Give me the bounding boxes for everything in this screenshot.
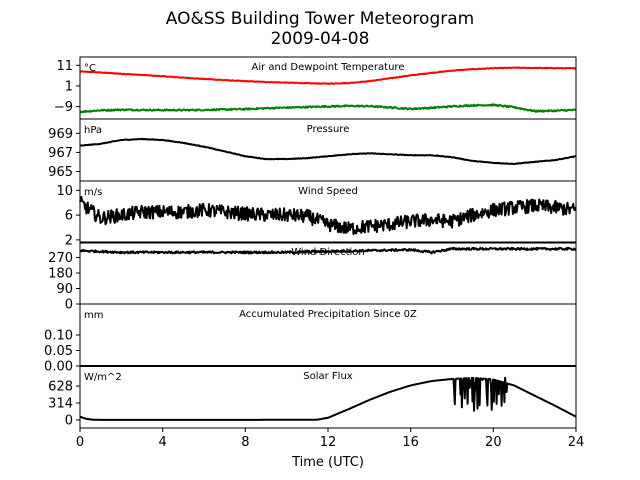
pressure-ytick-label: 969 [48, 127, 73, 142]
wind_dir-ytick-label: 0 [65, 298, 73, 313]
solar-ytick-label: 628 [48, 380, 73, 395]
wind_dir-ytick-label: 90 [56, 282, 73, 297]
precip-panel-title: Accumulated Precipitation Since 0Z [239, 309, 417, 320]
wind_dir-ytick-label: 180 [48, 267, 73, 282]
pressure-panel-title: Pressure [307, 124, 350, 135]
figure-title: AO&SS Building Tower Meteorogram [166, 9, 474, 29]
precip-ytick-label: 0.00 [44, 360, 73, 375]
x-tick-label: 8 [241, 435, 249, 450]
panel-wind_speed: 10 6 2 m/s Wind Speed [56, 180, 577, 248]
x-tick-label: 4 [159, 435, 167, 450]
temp-unit-label: °C [84, 63, 96, 74]
pressure-unit-label: hPa [84, 125, 102, 136]
solar-panel-title: Solar Flux [303, 371, 353, 382]
temp-ytick-label: −9 [54, 100, 73, 115]
temp-ytick-label: 11 [56, 59, 73, 74]
x-tick-label: 20 [485, 435, 502, 450]
pressure-series-0-line [79, 137, 577, 165]
precip-unit-label: mm [84, 310, 103, 321]
wind_dir-panel-title: Wind Direction [291, 247, 365, 258]
x-tick-label: 24 [568, 435, 585, 450]
solar-series-0-line [79, 376, 577, 421]
pressure-ytick-label: 967 [48, 146, 73, 161]
wind_speed-ytick-label: 10 [56, 184, 73, 199]
x-axis-label: Time (UTC) [291, 455, 364, 470]
wind_speed-panel-frame [79, 180, 577, 244]
wind_dir-ytick-label: 270 [48, 251, 73, 266]
solar-unit-label: W/m^2 [84, 372, 122, 383]
panel-precip: 0.100.050.00 mm Accumulated Precipitation … [44, 303, 577, 375]
wind_speed-ytick-label: 2 [65, 233, 73, 248]
panel-pressure: 969 967 965 hPa Pressure [48, 118, 577, 182]
temp-series-1-line [79, 103, 577, 114]
solar-ytick-label: 314 [48, 396, 73, 411]
x-tick-label: 16 [402, 435, 419, 450]
x-tick-label: 12 [320, 435, 337, 450]
panels-group: 111−9°C Air and Dewpoint Temperature96996… [44, 56, 585, 450]
precip-ytick-label: 0.10 [44, 329, 73, 344]
x-tick-label: 0 [76, 435, 84, 450]
temp-series-0-line [79, 66, 577, 85]
wind_speed-series-0-line [79, 196, 577, 236]
wind_speed-ytick-label: 6 [65, 209, 73, 224]
wind_speed-unit-label: m/s [84, 187, 102, 198]
temp-panel-title: Air and Dewpoint Temperature [252, 62, 405, 73]
panel-temp: 111−9°C Air and Dewpoint Temperature [54, 56, 577, 120]
solar-ytick-label: 0 [65, 413, 73, 428]
temp-ytick-label: 1 [65, 79, 73, 94]
wind_speed-panel-title: Wind Speed [298, 186, 358, 197]
precip-ytick-label: 0.05 [44, 344, 73, 359]
figure-date: 2009-04-08 [271, 29, 370, 49]
wind_dir-series-0-line [79, 246, 577, 255]
pressure-ytick-label: 965 [48, 165, 73, 180]
